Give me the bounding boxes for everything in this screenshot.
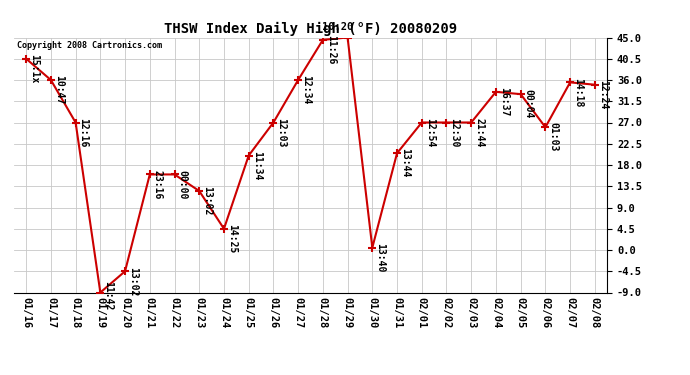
Text: 11:42: 11:42 bbox=[104, 281, 113, 310]
Text: 13:40: 13:40 bbox=[375, 243, 385, 272]
Text: 12:24: 12:24 bbox=[598, 80, 608, 110]
Text: 12:16: 12:16 bbox=[79, 118, 88, 147]
Text: 11:34: 11:34 bbox=[252, 151, 262, 180]
Text: 12:30: 12:30 bbox=[449, 118, 460, 147]
Text: 13:02: 13:02 bbox=[202, 186, 213, 216]
Text: 00:04: 00:04 bbox=[524, 90, 533, 119]
Text: 14:18: 14:18 bbox=[573, 78, 583, 107]
Text: 23:16: 23:16 bbox=[152, 170, 163, 199]
Title: THSW Index Daily High (°F) 20080209: THSW Index Daily High (°F) 20080209 bbox=[164, 22, 457, 36]
Text: 16:37: 16:37 bbox=[499, 87, 509, 117]
Text: 13:44: 13:44 bbox=[400, 148, 410, 178]
Text: 21:44: 21:44 bbox=[474, 118, 484, 147]
Text: 12:34: 12:34 bbox=[301, 75, 311, 105]
Text: 10:47: 10:47 bbox=[54, 75, 64, 105]
Text: 00:00: 00:00 bbox=[177, 170, 188, 199]
Text: 15:1x: 15:1x bbox=[29, 54, 39, 83]
Text: 10:20: 10:20 bbox=[322, 22, 353, 32]
Text: 14:25: 14:25 bbox=[227, 224, 237, 254]
Text: 01:03: 01:03 bbox=[549, 123, 558, 152]
Text: 12:54: 12:54 bbox=[425, 118, 435, 147]
Text: 11:26: 11:26 bbox=[326, 35, 336, 64]
Text: Copyright 2008 Cartronics.com: Copyright 2008 Cartronics.com bbox=[17, 41, 161, 50]
Text: 12:03: 12:03 bbox=[277, 118, 286, 147]
Text: 13:02: 13:02 bbox=[128, 267, 138, 296]
